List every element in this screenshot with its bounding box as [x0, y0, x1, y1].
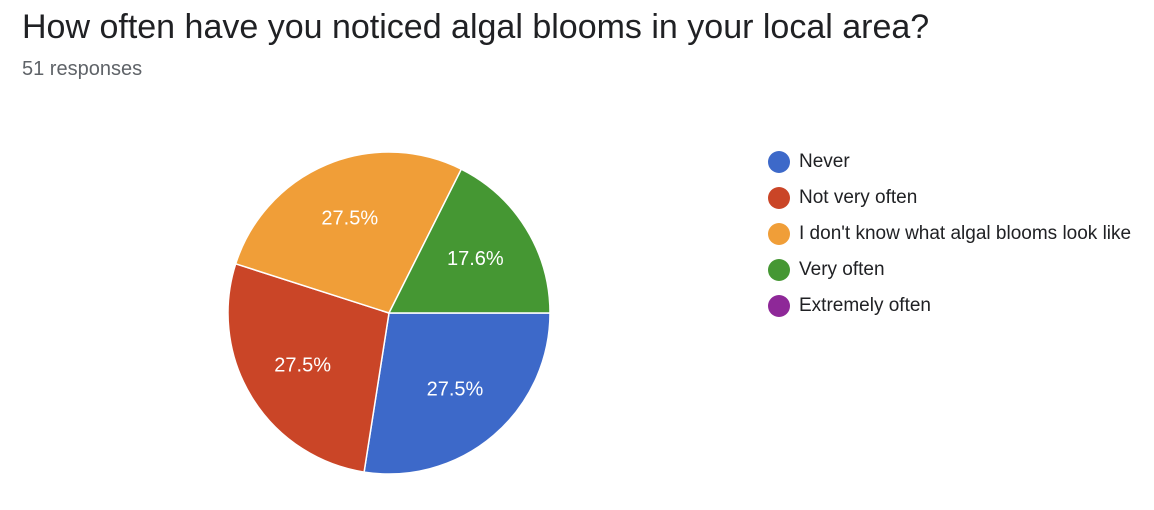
pie-slice-label-3: 17.6%	[447, 248, 504, 270]
legend-label: Very often	[799, 259, 885, 280]
legend-swatch-icon	[768, 223, 790, 245]
legend-swatch-icon	[768, 259, 790, 281]
legend-item-4: Extremely often	[768, 294, 1148, 321]
legend-item-3: Very often	[768, 258, 1148, 285]
chart-title: How often have you noticed algal blooms …	[22, 8, 930, 46]
legend-label: Not very often	[799, 187, 918, 208]
pie-slice-label-2: 27.5%	[321, 208, 378, 230]
pie-slice-label-1: 27.5%	[274, 355, 331, 377]
legend-swatch-icon	[768, 151, 790, 173]
legend: Never Not very often I don't know what alg…	[768, 150, 1148, 330]
pie-slice-3	[387, 168, 551, 314]
legend-swatch-icon	[768, 187, 790, 209]
pie-slice-label-0: 27.5%	[427, 378, 484, 400]
legend-item-2: I don't know what algal blooms look like	[768, 222, 1148, 249]
legend-swatch-icon	[768, 295, 790, 317]
legend-label: Extremely often	[799, 295, 931, 316]
pie-slice-0	[363, 312, 551, 475]
pie-slice-2	[234, 151, 463, 314]
legend-label: Never	[799, 151, 850, 172]
pie-slice-1	[227, 262, 390, 473]
legend-item-0: Never	[768, 150, 1148, 177]
legend-label: I don't know what algal blooms look like	[799, 223, 1132, 244]
response-count: 51 responses	[22, 58, 143, 80]
legend-item-1: Not very often	[768, 186, 1148, 213]
